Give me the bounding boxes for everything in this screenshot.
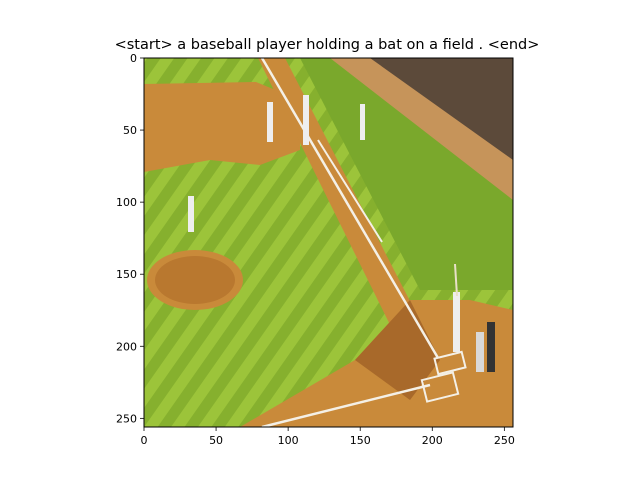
catcher xyxy=(476,332,484,372)
batter-box-2 xyxy=(433,350,467,376)
y-tick-label: 200 xyxy=(116,340,137,353)
stands xyxy=(370,58,513,160)
fielder-1 xyxy=(267,102,273,142)
chart-title: <start> a baseball player holding a bat … xyxy=(115,37,540,53)
batter-box xyxy=(420,371,460,403)
x-tick-label: 0 xyxy=(141,434,148,447)
pitcher-mound-center xyxy=(155,256,235,304)
x-tick-label: 50 xyxy=(209,434,223,447)
y-tick-label: 0 xyxy=(130,52,137,65)
foul-line-third xyxy=(261,383,431,427)
x-tick-label: 250 xyxy=(494,434,515,447)
baseball-field-image xyxy=(144,58,513,427)
umpire xyxy=(487,322,495,372)
x-tick-label: 100 xyxy=(278,434,299,447)
infield-dirt-left xyxy=(144,82,300,172)
y-tick-label: 150 xyxy=(116,268,137,281)
y-tick-label: 50 xyxy=(123,124,137,137)
foul-line-first xyxy=(260,58,440,359)
coach-line xyxy=(317,139,383,243)
x-axis: 0 50 100 150 200 250 xyxy=(141,427,515,447)
batter xyxy=(453,292,460,352)
x-tick-label: 200 xyxy=(422,434,443,447)
bat xyxy=(454,263,458,297)
y-axis: 0 50 100 150 200 250 xyxy=(116,52,144,425)
y-tick-label: 250 xyxy=(116,412,137,425)
x-tick-label: 150 xyxy=(350,434,371,447)
fielder-2 xyxy=(303,95,309,145)
y-tick-label: 100 xyxy=(116,196,137,209)
fielder-3 xyxy=(360,104,365,140)
pitcher xyxy=(188,196,194,232)
players xyxy=(188,95,495,372)
base-path-dirt xyxy=(258,58,430,355)
plot-area xyxy=(143,57,514,428)
